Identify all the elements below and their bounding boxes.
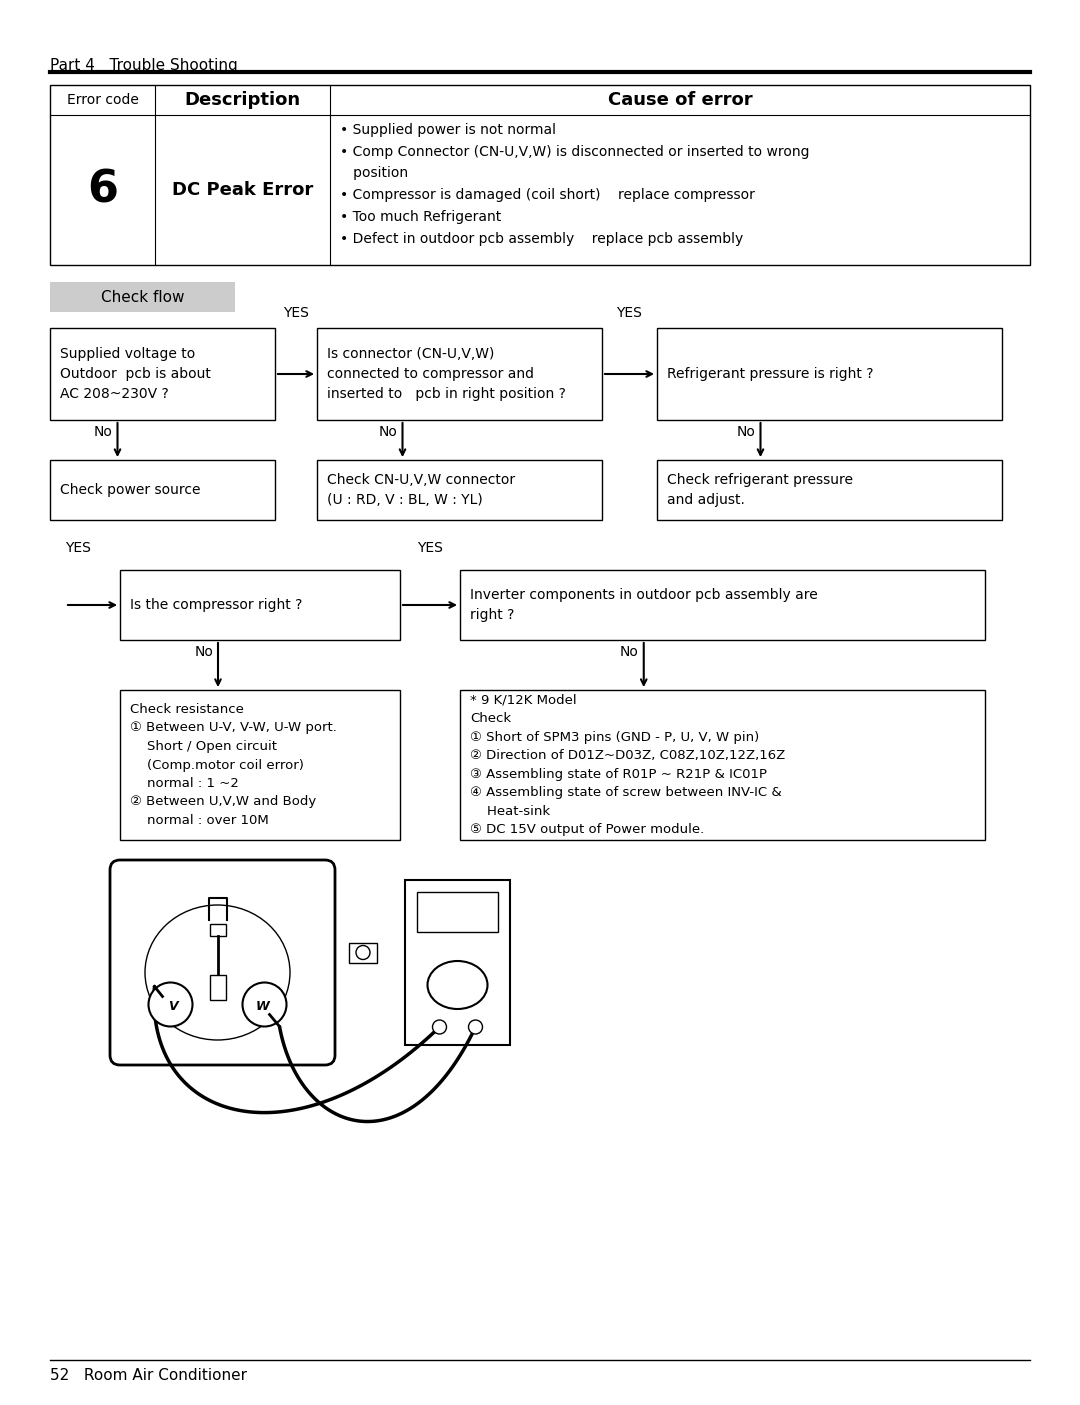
Text: Is connector (CN-U,V,W)
connected to compressor and
inserted to   pcb in right p: Is connector (CN-U,V,W) connected to com… — [327, 347, 566, 400]
Bar — [120, 570, 400, 641]
Text: YES: YES — [65, 541, 91, 555]
Bar — [50, 327, 275, 420]
Circle shape — [356, 946, 370, 960]
Circle shape — [243, 982, 286, 1027]
Text: Part 4   Trouble Shooting: Part 4 Trouble Shooting — [50, 58, 238, 73]
Text: 52   Room Air Conditioner: 52 Room Air Conditioner — [50, 1368, 247, 1383]
Circle shape — [432, 1020, 446, 1034]
Text: No: No — [620, 645, 638, 659]
Text: YES: YES — [417, 541, 443, 555]
FancyBboxPatch shape — [110, 860, 335, 1065]
Text: Check flow: Check flow — [100, 289, 185, 305]
Text: W: W — [256, 1000, 269, 1013]
Text: Error code: Error code — [67, 93, 138, 107]
Bar — [657, 327, 1002, 420]
Bar — [50, 459, 275, 520]
Text: Cause of error: Cause of error — [608, 91, 753, 110]
Text: • Supplied power is not normal
• Comp Connector (CN-U,V,W) is disconnected or in: • Supplied power is not normal • Comp Co… — [340, 124, 810, 246]
Text: DC Peak Error: DC Peak Error — [172, 181, 313, 200]
Text: Inverter components in outdoor pcb assembly are
right ?: Inverter components in outdoor pcb assem… — [470, 587, 818, 622]
Text: Check refrigerant pressure
and adjust.: Check refrigerant pressure and adjust. — [667, 473, 853, 507]
Text: V: V — [167, 1000, 177, 1013]
Ellipse shape — [428, 961, 487, 1009]
Text: Check CN-U,V,W connector
(U : RD, V : BL, W : YL): Check CN-U,V,W connector (U : RD, V : BL… — [327, 473, 515, 507]
Bar — [210, 924, 226, 936]
Text: Description: Description — [185, 91, 300, 110]
Text: * 9 K/12K Model
Check
① Short of SPM3 pins (GND - P, U, V, W pin)
② Direction of: * 9 K/12K Model Check ① Short of SPM3 pi… — [470, 694, 785, 836]
Text: YES: YES — [283, 306, 309, 320]
Bar — [50, 84, 1030, 266]
Bar — [417, 892, 498, 932]
Bar — [657, 459, 1002, 520]
Circle shape — [149, 982, 192, 1027]
Bar — [460, 690, 985, 840]
Text: No: No — [379, 424, 397, 438]
Bar — [318, 459, 602, 520]
Text: Supplied voltage to
Outdoor  pcb is about
AC 208~230V ?: Supplied voltage to Outdoor pcb is about… — [60, 347, 211, 400]
Text: No: No — [737, 424, 756, 438]
Bar — [210, 975, 226, 1000]
Bar — [50, 282, 235, 312]
Text: Is the compressor right ?: Is the compressor right ? — [130, 599, 302, 613]
Text: Check resistance
① Between U-V, V-W, U-W port.
    Short / Open circuit
    (Com: Check resistance ① Between U-V, V-W, U-W… — [130, 702, 337, 828]
Bar — [349, 943, 377, 962]
Text: YES: YES — [617, 306, 643, 320]
Bar — [120, 690, 400, 840]
Text: 6: 6 — [87, 169, 118, 212]
Circle shape — [469, 1020, 483, 1034]
Text: Refrigerant pressure is right ?: Refrigerant pressure is right ? — [667, 367, 874, 381]
Bar — [318, 327, 602, 420]
Bar — [460, 570, 985, 641]
Text: No: No — [94, 424, 112, 438]
Bar — [405, 880, 510, 1045]
Text: No: No — [194, 645, 213, 659]
Text: Check power source: Check power source — [60, 483, 201, 497]
